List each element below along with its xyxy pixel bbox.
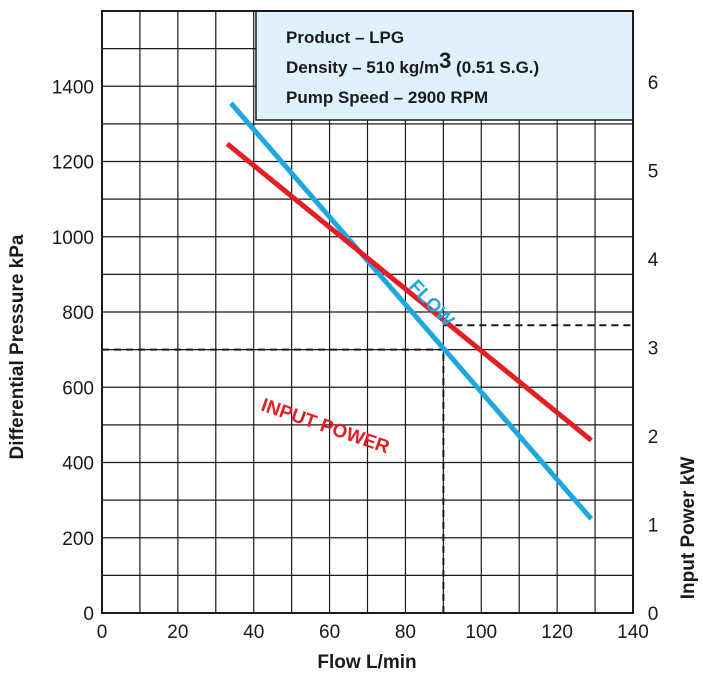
y2-tick-label: 4: [648, 250, 659, 271]
reference-lines: [102, 324, 633, 613]
y-tick-label: 1000: [52, 228, 94, 249]
info-pump-speed: Pump Speed – 2900 RPM: [286, 88, 488, 107]
x-axis-title: Flow L/min: [317, 652, 416, 673]
y2-tick-label: 5: [648, 161, 659, 182]
y-tick-label: 800: [62, 303, 94, 324]
y2-tick-label: 1: [648, 515, 659, 536]
plot-frame: [101, 10, 634, 614]
data-series: [225, 101, 594, 521]
y2-axis-title: Input Power kW: [678, 457, 699, 600]
y-tick-labels: 0 200 400 600 800 1000 1200 1400: [52, 77, 94, 625]
y2-tick-label: 2: [648, 427, 659, 448]
y-tick-label: 400: [62, 454, 94, 475]
info-product: Product – LPG: [286, 28, 404, 47]
x-tick-label: 140: [617, 622, 649, 643]
y-tick-label: 200: [62, 529, 94, 550]
y2-tick-label: 3: [648, 338, 659, 359]
y2-tick-labels: 0 1 2 3 4 5 6: [648, 73, 659, 625]
x-tick-label: 60: [319, 622, 340, 643]
x-tick-label: 40: [243, 622, 264, 643]
info-box: Product – LPG Density – 510 kg/m3 (0.51 …: [255, 10, 634, 121]
x-tick-label: 0: [97, 622, 108, 643]
x-tick-labels: 0 20 40 60 80 100 120 140: [97, 622, 649, 643]
y2-tick-label: 0: [648, 604, 659, 625]
flow-curve: [229, 101, 594, 521]
y-tick-label: 0: [83, 604, 94, 625]
x-tick-label: 100: [465, 622, 497, 643]
x-tick-label: 20: [167, 622, 188, 643]
y2-tick-label: 6: [648, 73, 659, 94]
input-power-curve: [225, 141, 593, 443]
y-tick-label: 1400: [52, 77, 94, 98]
y-axis-title: Differential Pressure kPa: [7, 234, 28, 459]
x-tick-label: 120: [541, 622, 573, 643]
y-tick-label: 1200: [52, 153, 94, 174]
y-tick-label: 600: [62, 378, 94, 399]
info-density: Density – 510 kg/m3 (0.51 S.G.): [286, 48, 539, 77]
x-tick-label: 80: [395, 622, 416, 643]
